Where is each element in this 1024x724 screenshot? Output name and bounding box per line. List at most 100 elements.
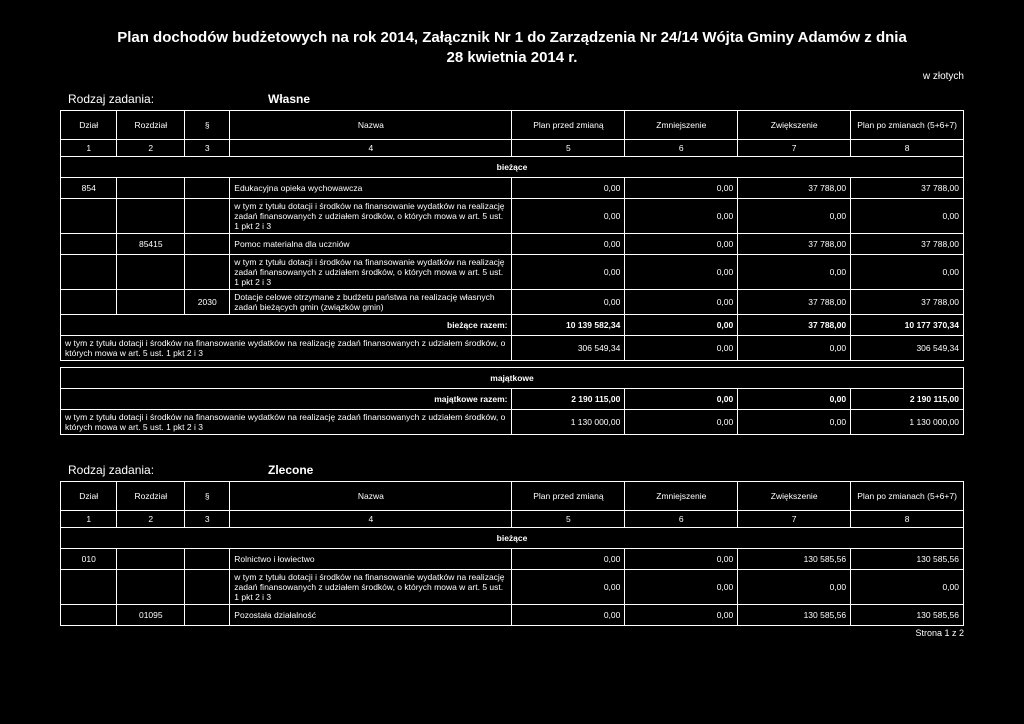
maj-sub-v: 1 130 000,00 — [851, 410, 964, 435]
colnum: 3 — [185, 140, 230, 157]
cell-value: 0,00 — [512, 290, 625, 315]
colnum: 1 — [61, 511, 117, 528]
table-majatkowe: majątkowe majątkowe razem: 2 190 115,00 … — [60, 367, 964, 435]
colnum: 4 — [230, 511, 512, 528]
cell-value: 0,00 — [625, 255, 738, 290]
colnum: 8 — [851, 511, 964, 528]
colnum: 1 — [61, 140, 117, 157]
cell-value: 37 788,00 — [851, 290, 964, 315]
table-row: w tym z tytułu dotacji i środków na fina… — [61, 199, 964, 234]
biez-razem-v: 0,00 — [625, 315, 738, 336]
cell-value: 37 788,00 — [851, 234, 964, 255]
cell-value: 0,00 — [851, 570, 964, 605]
biez-razem-v: 37 788,00 — [738, 315, 851, 336]
cell-value: 0,00 — [738, 199, 851, 234]
maj-sub-v: 0,00 — [738, 410, 851, 435]
cell — [117, 570, 185, 605]
colnum: 7 — [738, 140, 851, 157]
th-po: Plan po zmianach (5+6+7) — [851, 111, 964, 140]
cell — [185, 255, 230, 290]
cell-value: 0,00 — [625, 570, 738, 605]
th-zwi: Zwiększenie — [738, 111, 851, 140]
colnum: 2 — [117, 511, 185, 528]
cell-value: 130 585,56 — [851, 605, 964, 626]
cell-value: 130 585,56 — [851, 549, 964, 570]
colnum: 5 — [512, 511, 625, 528]
cell-value: 37 788,00 — [738, 234, 851, 255]
unit-label: w złotych — [60, 71, 964, 82]
page-footer: Strona 1 z 2 — [60, 628, 964, 638]
th-rozdzial: Rozdział — [117, 482, 185, 511]
cell-value: 37 788,00 — [738, 178, 851, 199]
cell-value: 37 788,00 — [738, 290, 851, 315]
biez-sub-v: 0,00 — [738, 336, 851, 361]
cell-value: 0,00 — [512, 570, 625, 605]
cell-value: 0,00 — [625, 199, 738, 234]
biez-sub-naz: w tym z tytułu dotacji i środków na fina… — [61, 336, 512, 361]
biez-sub-v: 0,00 — [625, 336, 738, 361]
cell — [117, 549, 185, 570]
cell — [185, 605, 230, 626]
cell — [185, 234, 230, 255]
cell — [117, 255, 185, 290]
maj-razem-v: 2 190 115,00 — [512, 389, 625, 410]
cell-value: 0,00 — [738, 255, 851, 290]
maj-razem-v: 0,00 — [625, 389, 738, 410]
biez-sub-v: 306 549,34 — [851, 336, 964, 361]
cell-value: 0,00 — [512, 255, 625, 290]
cell-value: 0,00 — [512, 605, 625, 626]
section-biezace: bieżące — [61, 528, 964, 549]
th-dzial: Dział — [61, 111, 117, 140]
colnum: 3 — [185, 511, 230, 528]
cell-value: 130 585,56 — [738, 549, 851, 570]
biez-razem-label: bieżące razem: — [61, 315, 512, 336]
cell-value: 130 585,56 — [738, 605, 851, 626]
colnum: 5 — [512, 140, 625, 157]
cell: 010 — [61, 549, 117, 570]
cell-value: 0,00 — [625, 234, 738, 255]
colnum: 2 — [117, 140, 185, 157]
table-row: 854Edukacyjna opieka wychowawcza0,000,00… — [61, 178, 964, 199]
cell: 01095 — [117, 605, 185, 626]
cell-value: 0,00 — [512, 178, 625, 199]
doc-title: Plan dochodów budżetowych na rok 2014, Z… — [60, 28, 964, 67]
maj-sub-v: 1 130 000,00 — [512, 410, 625, 435]
cell-value: 0,00 — [625, 290, 738, 315]
cell-nazwa: w tym z tytułu dotacji i środków na fina… — [230, 255, 512, 290]
maj-razem-v: 0,00 — [738, 389, 851, 410]
maj-sub-naz: w tym z tytułu dotacji i środków na fina… — [61, 410, 512, 435]
th-po: Plan po zmianach (5+6+7) — [851, 482, 964, 511]
th-nazwa: Nazwa — [230, 482, 512, 511]
th-zmn: Zmniejszenie — [625, 111, 738, 140]
cell — [61, 199, 117, 234]
cell — [61, 570, 117, 605]
cell-value: 0,00 — [738, 570, 851, 605]
colnum: 8 — [851, 140, 964, 157]
cell — [117, 290, 185, 315]
task-type-zlecone: Rodzaj zadania:Zlecone — [68, 463, 964, 477]
table-zlecone: Dział Rozdział § Nazwa Plan przed zmianą… — [60, 481, 964, 626]
maj-sub-v: 0,00 — [625, 410, 738, 435]
th-par: § — [185, 111, 230, 140]
colnum: 7 — [738, 511, 851, 528]
cell-nazwa: Dotacje celowe otrzymane z budżetu państ… — [230, 290, 512, 315]
maj-razem-label: majątkowe razem: — [61, 389, 512, 410]
cell-nazwa: Edukacyjna opieka wychowawcza — [230, 178, 512, 199]
table-wlasne: Dział Rozdział § Nazwa Plan przed zmianą… — [60, 110, 964, 361]
cell-nazwa: Pozostała działalność — [230, 605, 512, 626]
cell-nazwa: Pomoc materialna dla uczniów — [230, 234, 512, 255]
th-par: § — [185, 482, 230, 511]
cell — [61, 290, 117, 315]
cell: 85415 — [117, 234, 185, 255]
cell-value: 37 788,00 — [851, 178, 964, 199]
cell — [117, 199, 185, 234]
table-row: 01095Pozostała działalność0,000,00130 58… — [61, 605, 964, 626]
biez-razem-v: 10 139 582,34 — [512, 315, 625, 336]
table-row: 85415Pomoc materialna dla uczniów0,000,0… — [61, 234, 964, 255]
colnum: 6 — [625, 511, 738, 528]
task-type-wlasne: Rodzaj zadania:Własne — [68, 92, 964, 106]
table-row: w tym z tytułu dotacji i środków na fina… — [61, 570, 964, 605]
cell — [61, 605, 117, 626]
cell-value: 0,00 — [625, 178, 738, 199]
biez-razem-v: 10 177 370,34 — [851, 315, 964, 336]
